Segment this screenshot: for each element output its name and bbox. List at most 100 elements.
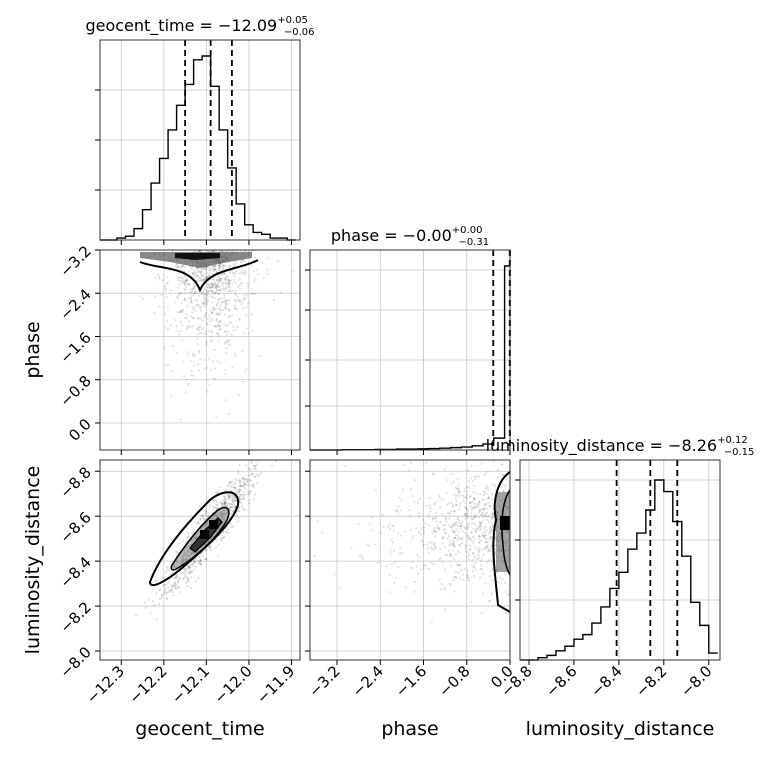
scatter-point <box>452 530 455 533</box>
scatter-point <box>224 305 227 308</box>
scatter-point <box>452 539 455 542</box>
scatter-point <box>430 541 434 544</box>
scatter-point <box>458 577 462 580</box>
scatter-point <box>491 511 494 514</box>
scatter-point <box>439 548 442 551</box>
scatter-point <box>451 549 455 552</box>
x-tick-label: −12.0 <box>211 662 256 707</box>
scatter-point <box>215 506 218 509</box>
scatter-point <box>167 363 170 367</box>
scatter-point <box>199 518 202 522</box>
scatter-point <box>215 286 218 289</box>
scatter-point <box>487 520 490 524</box>
scatter-point <box>198 561 201 565</box>
scatter-point <box>209 266 212 270</box>
scatter-point <box>239 484 242 487</box>
scatter-point <box>278 445 280 447</box>
scatter-point <box>418 497 421 500</box>
scatter-point <box>225 299 228 302</box>
scatter-point <box>224 399 227 402</box>
scatter-point <box>190 373 193 377</box>
scatter-point <box>490 483 493 486</box>
scatter-point <box>228 481 231 484</box>
scatter-point <box>192 305 196 309</box>
scatter-point <box>485 529 488 533</box>
scatter-point <box>396 508 399 512</box>
scatter-point <box>201 275 204 278</box>
scatter-point <box>449 540 452 543</box>
scatter-point <box>165 363 168 367</box>
scatter-point <box>185 279 188 282</box>
scatter-point <box>458 544 461 547</box>
scatter-point <box>182 375 186 378</box>
scatter-point <box>422 564 425 567</box>
scatter-point <box>211 283 214 286</box>
scatter-point <box>193 354 196 357</box>
scatter-point <box>257 272 260 276</box>
scatter-point <box>464 547 467 550</box>
x-tick-label: −8.4 <box>587 662 625 700</box>
scatter-point <box>466 527 469 530</box>
scatter-point <box>224 496 227 499</box>
scatter-point <box>209 335 212 338</box>
scatter-point <box>179 310 182 314</box>
scatter-point <box>259 472 263 475</box>
scatter-point <box>233 264 237 267</box>
scatter-point <box>487 501 491 504</box>
scatter-point <box>165 320 169 323</box>
scatter-point <box>211 281 214 285</box>
scatter-point <box>465 544 468 547</box>
scatter-point <box>234 262 237 265</box>
scatter-point <box>458 508 461 511</box>
scatter-point <box>216 282 219 285</box>
scatter-point <box>246 480 249 484</box>
scatter-point <box>419 568 422 571</box>
scatter-point <box>233 278 236 281</box>
scatter-point <box>454 570 457 574</box>
scatter-point <box>167 281 170 284</box>
scatter-point <box>490 516 493 519</box>
scatter-point <box>225 498 228 501</box>
scatter-point <box>233 502 236 505</box>
scatter-point <box>218 325 221 328</box>
scatter-point <box>506 465 509 469</box>
scatter-point <box>238 491 241 494</box>
scatter-point <box>414 527 417 530</box>
scatter-point <box>471 558 474 562</box>
scatter-point <box>164 592 167 595</box>
scatter-point <box>197 326 200 330</box>
scatter-point <box>205 303 208 306</box>
scatter-point <box>232 498 235 501</box>
scatter-point <box>243 478 247 481</box>
scatter-point <box>223 502 226 505</box>
scatter-point <box>233 506 236 509</box>
scatter-point <box>251 472 254 476</box>
scatter-point <box>222 288 226 291</box>
scatter-point <box>228 271 232 274</box>
scatter-point <box>218 322 222 325</box>
scatter-point <box>216 303 219 306</box>
scatter-point <box>465 496 468 499</box>
scatter-point <box>194 580 197 583</box>
scatter-point <box>412 567 415 570</box>
scatter-point <box>220 502 223 505</box>
scatter-point <box>479 568 482 571</box>
scatter-point <box>200 250 203 253</box>
scatter-point <box>225 530 228 534</box>
scatter-point <box>181 265 184 268</box>
scatter-point <box>198 270 201 273</box>
scatter-point <box>466 493 469 496</box>
scatter-point <box>183 266 186 269</box>
scatter-point <box>199 332 202 335</box>
scatter-point <box>254 475 257 478</box>
scatter-point <box>242 507 245 510</box>
scatter-point <box>203 293 206 296</box>
scatter-point <box>213 296 216 299</box>
scatter-point <box>203 287 206 291</box>
scatter-point <box>432 563 435 566</box>
scatter-point <box>459 494 463 497</box>
scatter-point <box>239 488 242 491</box>
scatter-point <box>432 517 435 520</box>
scatter-point <box>183 292 186 295</box>
scatter-point <box>228 308 231 311</box>
